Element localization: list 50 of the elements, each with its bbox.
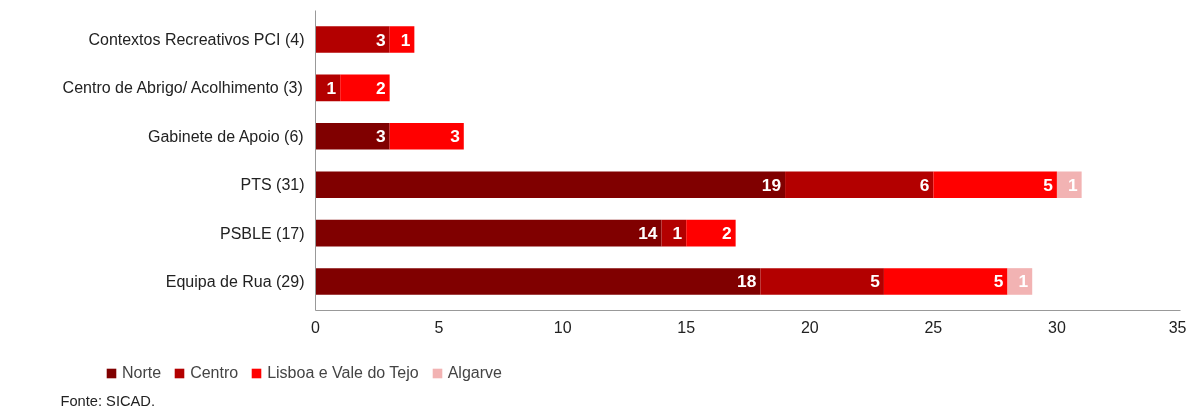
data-label: 2 (376, 77, 386, 98)
y-tick-label: Equipa de Rua (29) (165, 272, 305, 290)
bar (933, 171, 1057, 198)
source-note: Fonte: SICAD. (60, 392, 155, 409)
data-label: 5 (993, 271, 1004, 292)
data-label: 18 (737, 271, 757, 292)
x-tick-label: 25 (924, 318, 943, 336)
x-tick-label: 5 (434, 318, 444, 336)
x-tick-label: 0 (311, 318, 321, 336)
y-tick-label: Contextos Recreativos PCI (4) (88, 31, 305, 49)
x-tick-label: 30 (1048, 318, 1066, 336)
bar (315, 268, 761, 295)
data-label: 3 (376, 29, 387, 50)
x-tick-label: 15 (677, 318, 696, 336)
y-tick-label: PTS (31) (240, 176, 305, 194)
bar (1007, 268, 1033, 295)
data-label: 6 (919, 174, 930, 195)
legend-label: Centro (190, 364, 239, 382)
bar (315, 123, 390, 150)
legend-label: Algarve (447, 364, 502, 382)
x-tick-label: 10 (553, 318, 572, 336)
data-label: 14 (638, 223, 658, 244)
bar (760, 268, 884, 295)
legend-label: Norte (122, 364, 162, 382)
data-label: 1 (326, 77, 337, 98)
bar (340, 74, 390, 102)
bar (315, 171, 786, 198)
bar (389, 123, 464, 150)
data-label: 1 (1018, 271, 1029, 292)
x-tick-label: 20 (800, 318, 819, 336)
bar (785, 171, 934, 198)
bar (1056, 171, 1082, 198)
data-label: 3 (450, 126, 461, 147)
y-tick-label: PSBLE (17) (220, 224, 305, 242)
x-tick-label: 35 (1168, 318, 1187, 336)
data-label: 3 (376, 126, 387, 147)
data-label: 2 (722, 223, 732, 244)
data-label: 19 (761, 174, 782, 195)
data-label: 1 (400, 29, 411, 50)
data-label: 5 (1043, 174, 1054, 195)
bar (883, 268, 1008, 295)
legend-label: Lisboa e Vale do Tejo (267, 364, 419, 382)
data-label: 1 (672, 223, 683, 244)
y-tick-label: Gabinete de Apoio (6) (147, 127, 304, 145)
data-label: 1 (1068, 174, 1079, 195)
bar (315, 26, 390, 53)
bar (686, 219, 736, 247)
data-label: 5 (870, 271, 881, 292)
y-tick-label: Centro de Abrigo/ Acolhimento (3) (62, 79, 303, 97)
bar (315, 219, 662, 247)
